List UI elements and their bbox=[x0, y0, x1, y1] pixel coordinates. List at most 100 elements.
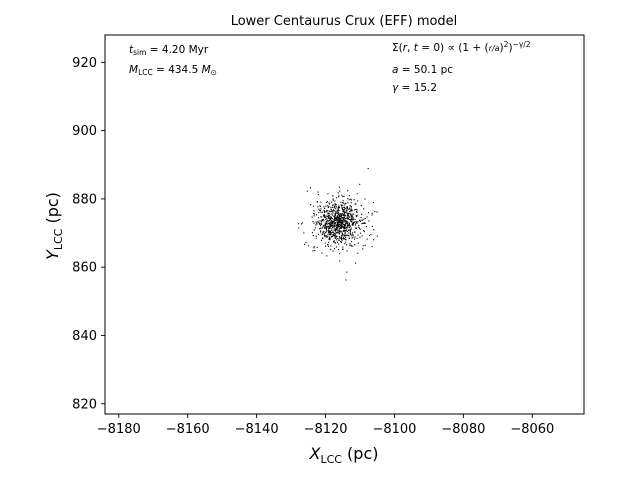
scatter-point bbox=[324, 227, 327, 229]
scatter-point bbox=[354, 218, 356, 220]
scatter-point bbox=[352, 222, 354, 224]
scatter-point bbox=[346, 244, 348, 246]
scatter-point bbox=[351, 216, 353, 218]
scatter-point bbox=[334, 200, 336, 202]
scatter-point bbox=[334, 203, 336, 206]
y-tick-label: 920 bbox=[72, 56, 97, 71]
scatter-point bbox=[340, 204, 342, 206]
scatter-point bbox=[367, 167, 369, 170]
scatter-point bbox=[361, 235, 363, 237]
scatter-point bbox=[327, 222, 330, 224]
y-tick-label: 900 bbox=[72, 124, 97, 139]
scatter-point bbox=[341, 222, 343, 224]
scatter-point bbox=[328, 229, 330, 231]
scatter-point bbox=[327, 243, 329, 246]
scatter-point bbox=[318, 211, 320, 213]
scatter-point bbox=[322, 211, 324, 213]
scatter-point bbox=[327, 193, 329, 195]
scatter-point bbox=[330, 225, 332, 227]
scatter-point bbox=[330, 235, 333, 238]
scatter-point bbox=[344, 212, 346, 214]
scatter-point bbox=[334, 237, 336, 239]
scatter-point bbox=[316, 214, 318, 216]
scatter-point bbox=[344, 226, 346, 228]
scatter-point bbox=[334, 222, 336, 224]
scatter-point bbox=[336, 210, 338, 212]
scatter-point bbox=[328, 222, 331, 224]
scatter-point bbox=[324, 236, 326, 238]
scatter-point bbox=[348, 195, 350, 197]
scatter-point bbox=[344, 219, 346, 221]
scatter-point bbox=[363, 222, 365, 224]
scatter-point bbox=[313, 210, 315, 212]
scatter-point bbox=[351, 217, 353, 219]
scatter-point bbox=[337, 209, 339, 212]
scatter-point bbox=[335, 212, 337, 214]
y-axis-label: YLCC (pc) bbox=[43, 192, 65, 260]
scatter-point bbox=[333, 233, 335, 235]
scatter-point bbox=[312, 250, 314, 252]
scatter-point bbox=[349, 216, 351, 218]
scatter-point bbox=[343, 209, 345, 211]
scatter-point bbox=[334, 233, 337, 235]
scatter-point bbox=[349, 234, 351, 236]
scatter-point bbox=[340, 218, 342, 220]
scatter-point bbox=[328, 225, 330, 227]
scatter-point bbox=[320, 222, 322, 225]
scatter-point bbox=[354, 203, 356, 205]
scatter-point bbox=[347, 226, 349, 228]
x-axis-ticks: −8180 −8160 −8140 −8120 −8100 −8080 −8060 bbox=[97, 414, 554, 437]
scatter-point bbox=[342, 204, 344, 206]
scatter-point bbox=[343, 211, 345, 213]
scatter-point bbox=[340, 237, 342, 239]
scatter-point bbox=[328, 228, 330, 230]
scatter-point bbox=[333, 224, 335, 226]
scatter-point bbox=[329, 216, 331, 218]
scatter-point bbox=[350, 218, 352, 220]
scatter-point bbox=[331, 217, 333, 220]
scatter-point bbox=[339, 223, 341, 225]
scatter-point bbox=[301, 222, 304, 224]
scatter-point bbox=[364, 222, 366, 224]
scatter-point bbox=[357, 200, 359, 202]
scatter-point bbox=[342, 202, 344, 204]
scatter-point bbox=[363, 218, 365, 220]
scatter-point bbox=[330, 245, 332, 247]
scatter-point bbox=[324, 207, 326, 210]
scatter-point bbox=[346, 230, 349, 232]
scatter-point bbox=[330, 233, 332, 235]
annotation-gamma: γ = 15.2 bbox=[392, 82, 437, 94]
scatter-point bbox=[345, 211, 347, 213]
scatter-point bbox=[368, 220, 370, 222]
scatter-point bbox=[337, 192, 339, 194]
scatter-point bbox=[364, 217, 366, 219]
scatter-point bbox=[338, 218, 340, 220]
scatter-point bbox=[338, 222, 340, 224]
scatter-point bbox=[315, 224, 317, 226]
scatter-point bbox=[334, 203, 336, 205]
scatter-point bbox=[338, 210, 340, 212]
scatter-point bbox=[359, 183, 361, 185]
scatter-point bbox=[325, 228, 327, 230]
scatter-point bbox=[346, 215, 348, 217]
scatter-point bbox=[328, 236, 330, 238]
scatter-point bbox=[344, 235, 346, 237]
scatter-point bbox=[344, 225, 346, 227]
scatter-point bbox=[316, 201, 318, 203]
scatter-point bbox=[351, 224, 353, 226]
scatter-point bbox=[315, 221, 317, 223]
scatter-point bbox=[334, 223, 336, 225]
scatter-point bbox=[337, 211, 339, 213]
scatter-point bbox=[334, 218, 336, 220]
scatter-point bbox=[336, 216, 338, 218]
scatter-point bbox=[335, 218, 337, 220]
scatter-point bbox=[345, 210, 347, 212]
scatter-point bbox=[359, 219, 361, 221]
scatter-point bbox=[365, 226, 367, 228]
scatter-point bbox=[335, 208, 337, 210]
scatter-point bbox=[351, 215, 353, 217]
scatter-point bbox=[345, 236, 347, 238]
scatter-point bbox=[325, 205, 327, 207]
scatter-point bbox=[350, 202, 352, 204]
scatter-point bbox=[335, 206, 338, 208]
